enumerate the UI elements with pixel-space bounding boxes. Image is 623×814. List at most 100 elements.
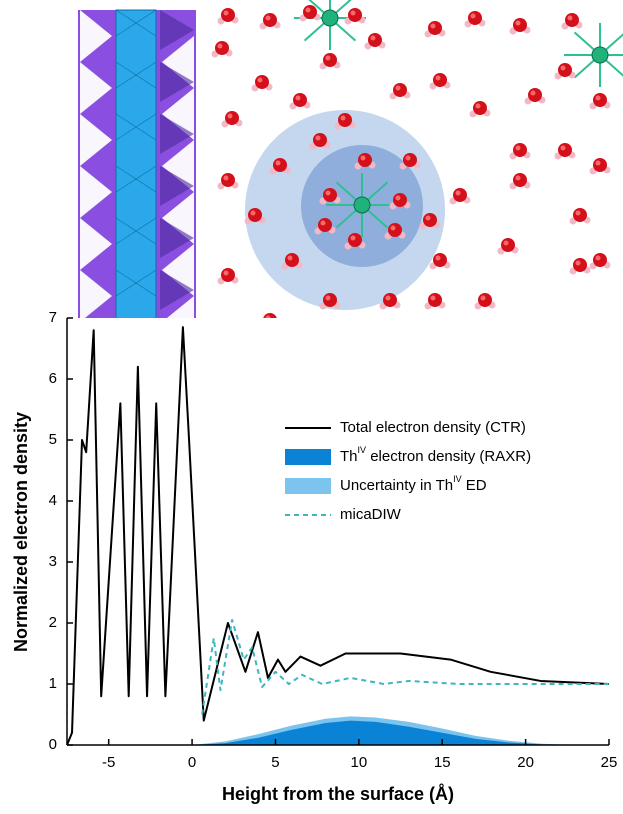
highlight [321,221,326,226]
x-tick-label: 5 [271,754,279,771]
legend-superscript: IV [358,445,367,455]
highlight [596,96,601,101]
highlight [396,196,401,201]
oxygen [248,208,262,222]
highlight [351,236,356,241]
highlight [361,156,366,161]
x-tick-label: 25 [601,754,618,771]
oxygen [393,193,407,207]
highlight [426,216,431,221]
oxygen [323,293,337,307]
legend-label: Uncertainty in ThIV ED [340,474,487,494]
y-tick-label: 3 [49,553,57,570]
highlight [326,56,331,61]
highlight [258,78,263,83]
y-tick-label: 1 [49,675,57,692]
oxygen [221,8,235,22]
oxygen [593,253,607,267]
highlight [568,16,573,21]
thorium [354,197,370,213]
oxygen [263,13,277,27]
oxygen [358,153,372,167]
oxygen [393,83,407,97]
oxygen [528,88,542,102]
highlight [561,66,566,71]
molecular-rendering [78,0,623,348]
highlight [561,146,566,151]
highlight [471,14,476,19]
oxygen [453,188,467,202]
x-axis-title: Height from the surface (Å) [222,784,454,804]
oxygen [433,253,447,267]
oxygen [423,213,437,227]
oxygen [403,153,417,167]
highlight [224,176,229,181]
legend-superscript: IV [453,474,462,484]
legend-label: ThIV electron density (RAXR) [340,445,531,465]
y-tick-label: 6 [49,370,57,387]
legend-swatch [285,478,331,494]
oxygen [573,258,587,272]
legend-text: Uncertainty in Th [340,477,453,494]
oxygen [348,233,362,247]
legend-text: electron density (RAXR) [366,448,531,465]
highlight [371,36,376,41]
legend-text: Total electron density (CTR) [340,419,526,436]
highlight [386,296,391,301]
legend-label: micaDIW [340,506,402,523]
x-tick-label: 0 [188,754,196,771]
oxygen [313,133,327,147]
oxygen [338,113,352,127]
highlight [531,91,536,96]
oxygen [501,238,515,252]
oxygen [468,11,482,25]
highlight [224,271,229,276]
highlight [391,226,396,231]
oxygen [318,218,332,232]
highlight [306,8,311,13]
highlight [396,86,401,91]
y-tick-label: 0 [49,736,57,753]
y-tick-label: 5 [49,431,57,448]
legend-text: Th [340,448,358,465]
x-tick-label: -5 [102,754,115,771]
oxygen [273,158,287,172]
oxygen [323,53,337,67]
oxygen [323,188,337,202]
y-tick-label: 7 [49,309,57,326]
legend-swatch [285,449,331,465]
highlight [504,241,509,246]
oxygen [565,13,579,27]
thorium [592,47,608,63]
oxygen [368,33,382,47]
oxygen [215,41,229,55]
x-tick-label: 20 [517,754,534,771]
highlight [516,146,521,151]
highlight [276,161,281,166]
highlight [576,211,581,216]
highlight [341,116,346,121]
mica-center [116,10,156,322]
highlight [431,24,436,29]
thorium [322,10,338,26]
highlight [596,161,601,166]
highlight [516,176,521,181]
x-tick-label: 10 [351,754,368,771]
oxygen [293,93,307,107]
oxygen [573,208,587,222]
oxygen [593,93,607,107]
oxygen [428,293,442,307]
oxygen [593,158,607,172]
oxygen [255,75,269,89]
oxygen [303,5,317,19]
legend-text: micaDIW [340,506,402,523]
oxygen [221,268,235,282]
x-tick-label: 15 [434,754,451,771]
highlight [406,156,411,161]
highlight [456,191,461,196]
oxygen [388,223,402,237]
highlight [431,296,436,301]
highlight [576,261,581,266]
highlight [316,136,321,141]
